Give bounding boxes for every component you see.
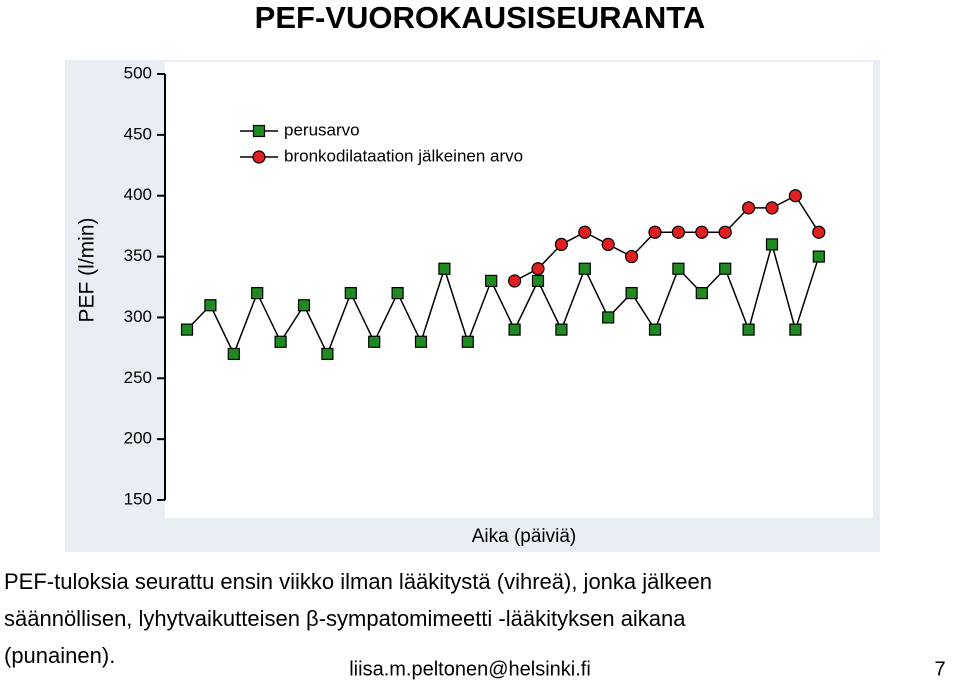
point — [368, 335, 381, 348]
point — [718, 225, 732, 239]
legend-label: bronkodilataation jälkeinen arvo — [284, 146, 523, 165]
plot-area — [165, 62, 873, 518]
caption-line: (punainen). — [4, 643, 115, 668]
page-number: 7 — [934, 658, 945, 680]
point — [672, 262, 685, 275]
point — [461, 335, 474, 348]
point — [742, 323, 755, 336]
point — [578, 262, 591, 275]
point — [531, 274, 545, 288]
point — [765, 201, 779, 215]
point — [812, 250, 825, 263]
caption-line: säännöllisen, lyhytvaikutteisen β-sympat… — [4, 606, 686, 631]
point — [602, 311, 615, 324]
point — [297, 299, 311, 312]
y-tick-label: 300 — [124, 307, 152, 326]
point — [695, 225, 709, 239]
y-tick-label: 150 — [124, 489, 152, 508]
point — [788, 189, 803, 203]
point — [274, 335, 287, 348]
point — [391, 286, 404, 300]
y-tick-label: 350 — [124, 246, 152, 265]
point — [765, 238, 779, 251]
point — [251, 286, 264, 300]
y-tick-label: 250 — [124, 368, 152, 387]
point — [719, 262, 732, 275]
legend-label: perusarvo — [284, 120, 360, 139]
point — [507, 274, 522, 288]
x-axis-label: Aika (päiviä) — [472, 526, 577, 547]
point — [695, 286, 708, 300]
point — [601, 237, 615, 251]
point — [531, 262, 545, 276]
y-tick-label: 450 — [124, 124, 152, 143]
y-tick-label: 200 — [124, 429, 152, 448]
point — [180, 323, 194, 336]
caption-line: PEF-tuloksia seurattu ensin viikko ilman… — [4, 569, 712, 594]
footer: liisa.m.peltonen@helsinki.fi — [349, 658, 591, 680]
point — [554, 237, 569, 251]
y-axis-label: PEF (l/min) — [76, 218, 99, 323]
point — [578, 225, 592, 239]
point — [648, 323, 662, 336]
point — [227, 347, 240, 361]
point — [812, 225, 826, 239]
point — [625, 286, 638, 300]
y-tick-label: 500 — [124, 63, 152, 82]
slide-title: PEF-VUOROKAUSISEURANTA — [255, 0, 706, 35]
point — [671, 225, 686, 239]
point — [648, 225, 662, 239]
point — [624, 249, 639, 264]
point — [204, 299, 217, 312]
point — [321, 347, 334, 361]
y-tick-label: 400 — [124, 185, 152, 204]
legend-marker — [252, 124, 266, 138]
point — [508, 323, 521, 336]
point — [741, 201, 756, 215]
point — [789, 323, 802, 336]
legend-marker — [252, 150, 266, 164]
point — [485, 274, 498, 288]
series-line — [186, 241, 820, 356]
point — [555, 323, 568, 336]
point — [438, 262, 451, 275]
point — [414, 335, 428, 348]
point — [344, 286, 357, 300]
